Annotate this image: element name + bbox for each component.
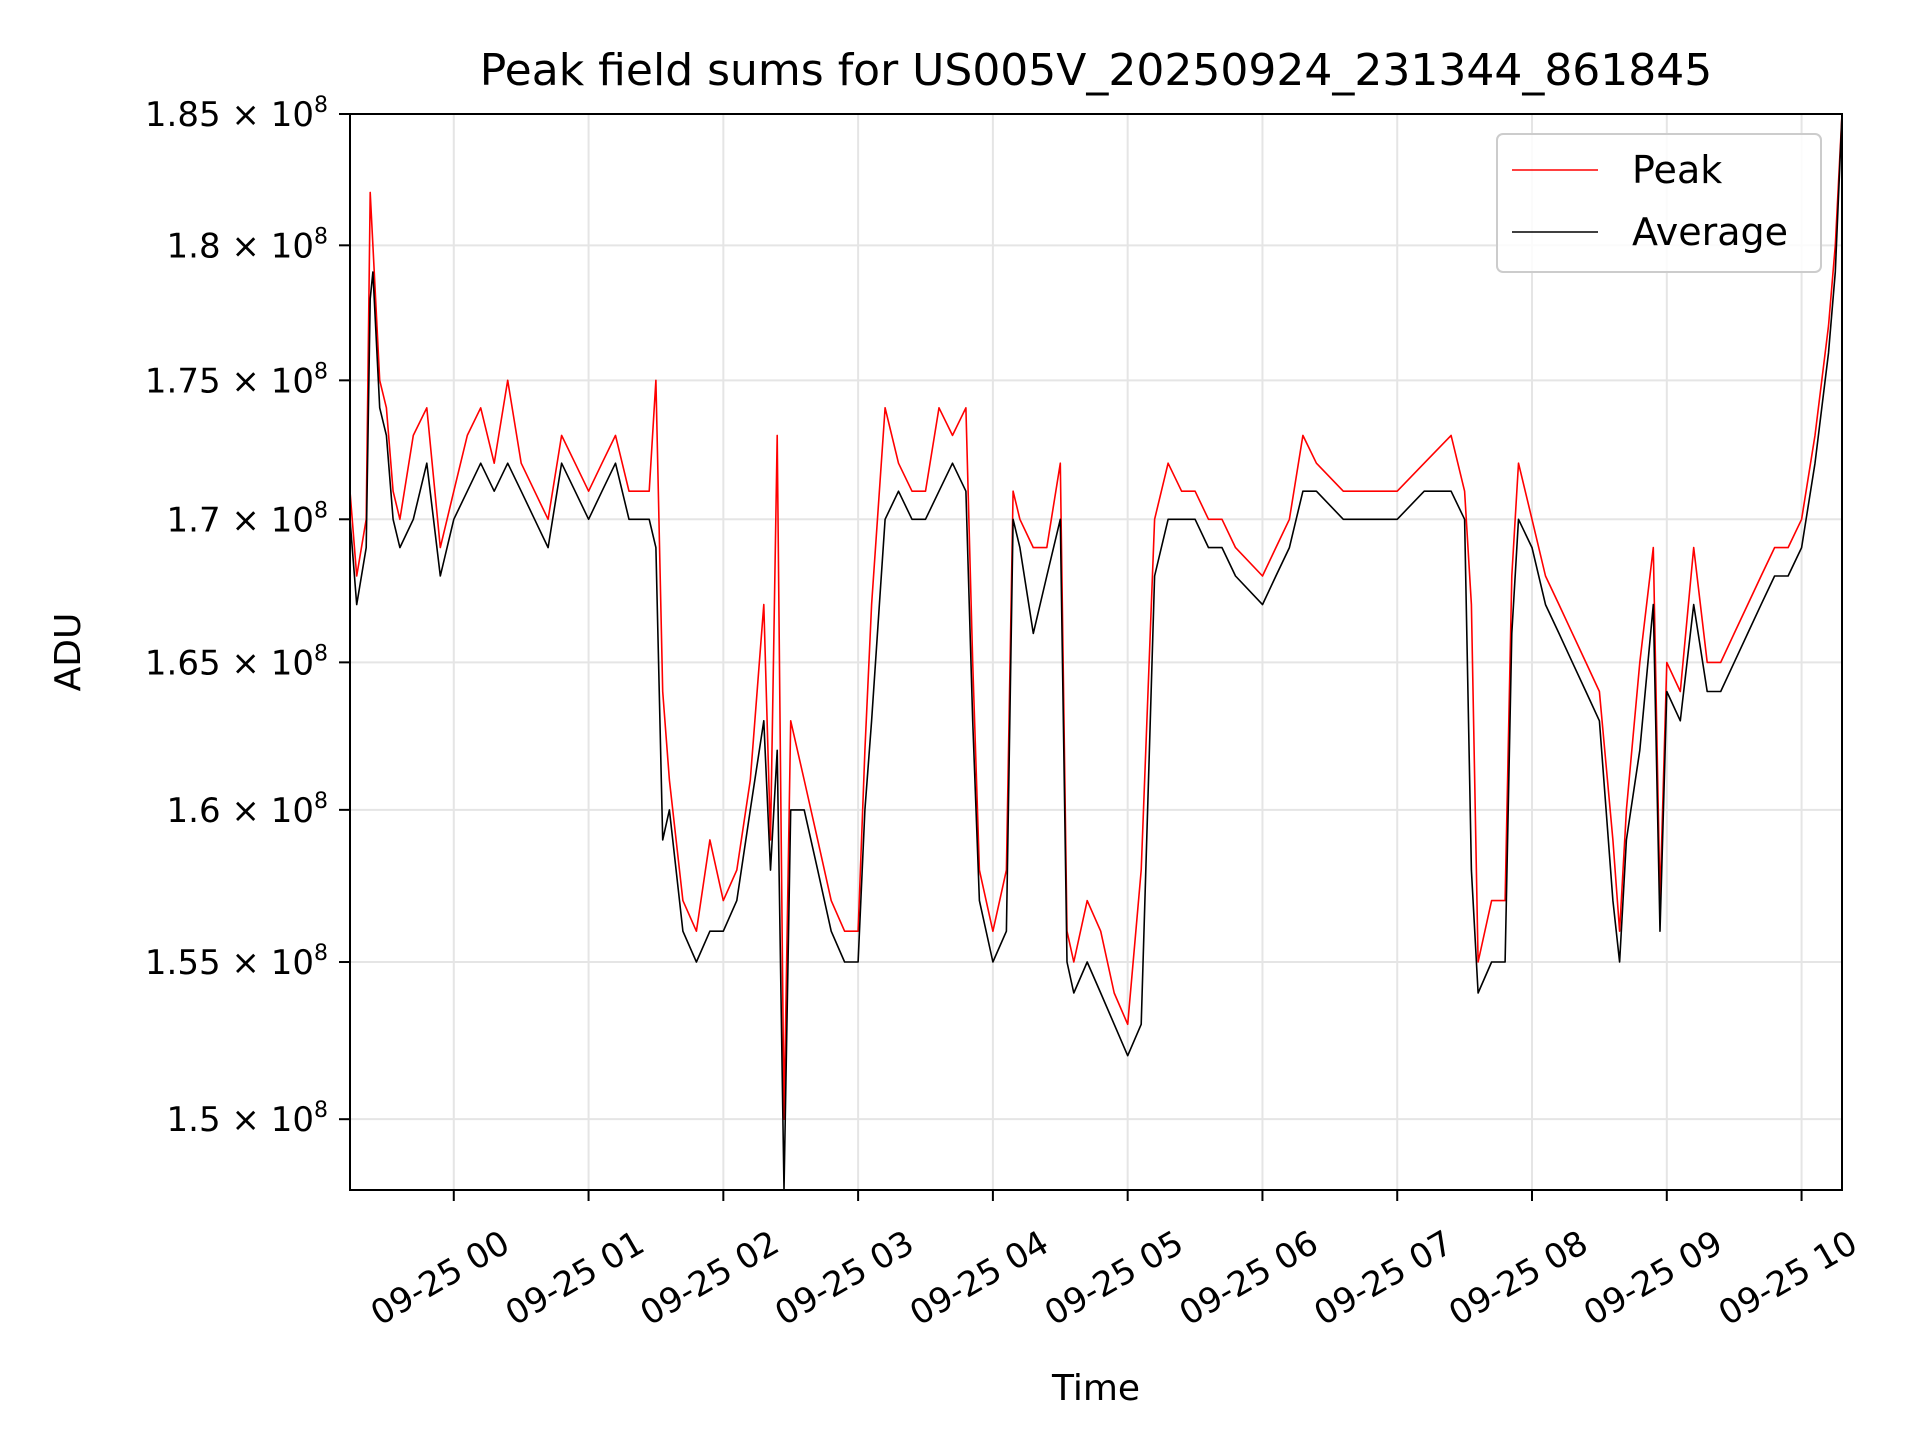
y-tick-label: 1.7 × 108 [167,498,328,540]
legend-box [1496,133,1822,273]
axes-frame [349,113,1843,1191]
y-axis: 1.5 × 108 1.55 × 108 1.6 × 108 1.65 × 108 1.… [145,93,350,1140]
legend-peak-label: Peak [1632,148,1722,192]
chart-title: Peak field sums for US005V_20250924_2313… [480,45,1713,96]
plot-area [349,113,1843,1191]
y-tick-label: 1.55 × 108 [145,941,328,983]
y-axis-label: ADU [48,613,89,692]
y-tick-label: 1.5 × 108 [167,1098,328,1140]
legend-average-label: Average [1632,210,1788,254]
y-tick-label: 1.75 × 108 [145,359,328,401]
series-line-peak [349,113,1843,1120]
y-tick-label: 1.6 × 108 [167,789,328,831]
series-line-average [349,113,1843,1191]
y-tick-label: 1.85 × 108 [145,93,328,135]
y-tick-label: 1.65 × 108 [145,641,328,683]
x-axis-label: Time [1051,1368,1140,1409]
legend: Peak Average [1496,133,1822,273]
y-tick-label: 1.8 × 108 [167,224,328,266]
